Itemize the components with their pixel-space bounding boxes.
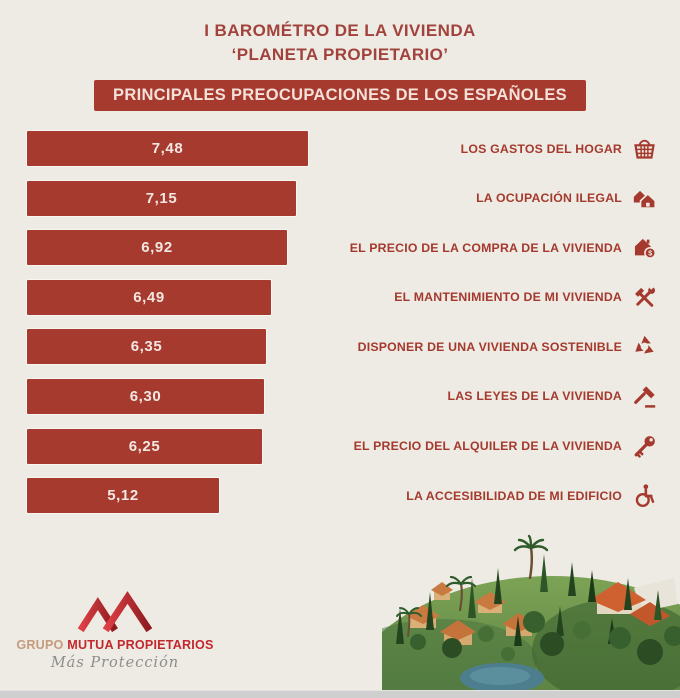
bar-rows: 7,48 LOS GASTOS DEL HOGAR 7,15 LA OCUPACIÓN…	[27, 131, 658, 528]
chart-row: 7,15 LA OCUPACIÓN ILEGAL	[27, 180, 658, 216]
bar-value-label: 7,48	[151, 140, 184, 157]
bar-category-label: EL PRECIO DE LA COMPRA DE LA VIVIENDA	[349, 240, 622, 255]
row-label-group: LOS GASTOS DEL HOGAR	[461, 135, 658, 162]
bar-value-label: 6,30	[129, 387, 162, 405]
houses-icon	[631, 185, 658, 212]
value-bar: 6,35	[27, 329, 266, 365]
bar-value-label: 6,92	[141, 239, 173, 257]
chart-row: 7,48 LOS GASTOS DEL HOGAR	[27, 131, 658, 166]
value-bar: 6,49	[27, 279, 271, 315]
chart-row: 6,49 EL MANTENIMIENTO DE MI VIVIENDA	[27, 279, 658, 315]
row-label-group: EL PRECIO DEL ALQUILER DE LA VIVIENDA	[354, 433, 658, 460]
window-bottom-edge	[0, 690, 680, 698]
row-label-group: EL PRECIO DE LA COMPRA DE LA VIVIENDA	[350, 234, 658, 261]
chart-row: 6,25 EL PRECIO DEL ALQUILER DE LA VIVIEND…	[27, 428, 658, 464]
bar-value-label: 7,15	[145, 189, 178, 207]
house-dollar-icon	[631, 234, 658, 261]
chart-row: 6,92 EL PRECIO DE LA COMPRA DE LA VIVIEND…	[27, 230, 658, 266]
planet-village-illustration	[382, 534, 680, 692]
value-bar: 6,25	[27, 428, 262, 464]
chart-row: 6,35 DISPONER DE UNA VIVIENDA SOSTENIBLE	[27, 329, 658, 365]
chart-row: 6,30 LAS LEYES DE LA VIVIENDA	[27, 378, 658, 414]
bar-value-label: 6,49	[133, 288, 165, 306]
row-label-group: LA ACCESIBILIDAD DE MI EDIFICIO	[406, 482, 658, 509]
key-icon	[631, 433, 658, 460]
page-title: I BAROMÉTRO DE LA VIVIENDA ‘PLANETA PROP…	[0, 0, 680, 67]
bar-category-label: DISPONER DE UNA VIVIENDA SOSTENIBLE	[357, 339, 622, 354]
chart-row: 5,12 LA ACCESIBILIDAD DE MI EDIFICIO	[27, 478, 658, 514]
value-bar: 5,12	[27, 478, 219, 514]
bar-value-label: 6,25	[128, 437, 161, 455]
bar-category-label: LA OCUPACIÓN ILEGAL	[476, 191, 622, 206]
bar-value-label: 6,35	[130, 338, 163, 356]
bar-category-label: LAS LEYES DE LA VIVIENDA	[447, 389, 622, 404]
row-label-group: LA OCUPACIÓN ILEGAL	[476, 185, 658, 212]
bar-category-label: EL MANTENIMIENTO DE MI VIVIENDA	[394, 290, 622, 305]
brand-tagline: Más Protección	[50, 655, 180, 671]
row-label-group: EL MANTENIMIENTO DE MI VIVIENDA	[394, 284, 658, 311]
value-bar: 7,15	[27, 180, 296, 216]
row-label-group: DISPONER DE UNA VIVIENDA SOSTENIBLE	[358, 333, 658, 360]
bar-category-label: EL PRECIO DEL ALQUILER DE LA VIVIENDA	[353, 439, 622, 454]
recycle-icon	[631, 333, 658, 360]
value-bar: 7,48	[27, 131, 308, 166]
tools-icon	[631, 284, 658, 311]
title-line-2: ‘PLANETA PROPIETARIO’	[231, 44, 449, 64]
row-label-group: LAS LEYES DE LA VIVIENDA	[448, 383, 658, 410]
basket-icon	[631, 135, 658, 162]
brand-name-main: MUTUA PROPIETARIOS	[67, 638, 214, 652]
bar-category-label: LOS GASTOS DEL HOGAR	[460, 141, 622, 156]
bar-value-label: 5,12	[107, 487, 139, 505]
section-banner: PRINCIPALES PREOCUPACIONES DE LOS ESPAÑO…	[94, 79, 586, 111]
wheelchair-icon	[631, 482, 658, 509]
gavel-icon	[631, 383, 658, 410]
bar-category-label: LA ACCESIBILIDAD DE MI EDIFICIO	[406, 488, 622, 503]
brand-logo-block: GRUPO MUTUA PROPIETARIOS Más Protección	[16, 590, 214, 671]
value-bar: 6,30	[27, 378, 264, 414]
brand-name-grupo: GRUPO	[16, 638, 64, 652]
value-bar: 6,92	[27, 230, 287, 266]
mutua-propietarios-logo-icon	[77, 591, 153, 633]
title-line-1: I BAROMÉTRO DE LA VIVIENDA	[204, 21, 476, 40]
brand-name: GRUPO MUTUA PROPIETARIOS	[16, 638, 214, 652]
